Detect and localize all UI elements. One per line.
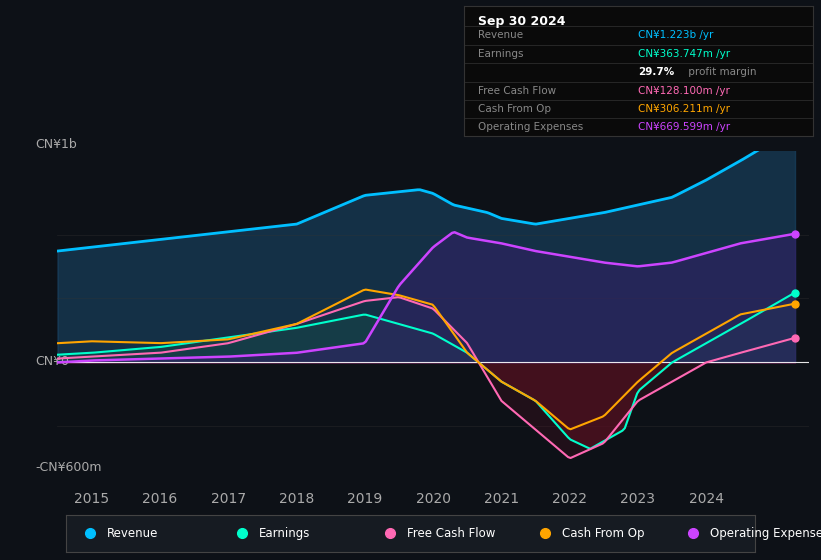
- Text: Revenue: Revenue: [478, 30, 523, 40]
- Text: Operating Expenses: Operating Expenses: [478, 122, 583, 132]
- Text: Free Cash Flow: Free Cash Flow: [478, 86, 556, 96]
- Text: Earnings: Earnings: [259, 527, 310, 540]
- Text: CN¥0: CN¥0: [35, 356, 69, 368]
- Text: -CN¥600m: -CN¥600m: [35, 461, 102, 474]
- Text: 29.7%: 29.7%: [639, 67, 675, 77]
- Text: CN¥363.747m /yr: CN¥363.747m /yr: [639, 49, 731, 59]
- Text: Earnings: Earnings: [478, 49, 523, 59]
- Text: Cash From Op: Cash From Op: [478, 104, 551, 114]
- Text: Operating Expenses: Operating Expenses: [710, 527, 821, 540]
- Text: CN¥306.211m /yr: CN¥306.211m /yr: [639, 104, 731, 114]
- Text: profit margin: profit margin: [686, 67, 757, 77]
- Text: Free Cash Flow: Free Cash Flow: [407, 527, 495, 540]
- Text: Revenue: Revenue: [107, 527, 158, 540]
- Text: CN¥1b: CN¥1b: [35, 138, 76, 151]
- Text: CN¥1.223b /yr: CN¥1.223b /yr: [639, 30, 713, 40]
- Text: CN¥669.599m /yr: CN¥669.599m /yr: [639, 122, 731, 132]
- Text: CN¥128.100m /yr: CN¥128.100m /yr: [639, 86, 730, 96]
- Text: Cash From Op: Cash From Op: [562, 527, 644, 540]
- Text: Sep 30 2024: Sep 30 2024: [478, 15, 566, 27]
